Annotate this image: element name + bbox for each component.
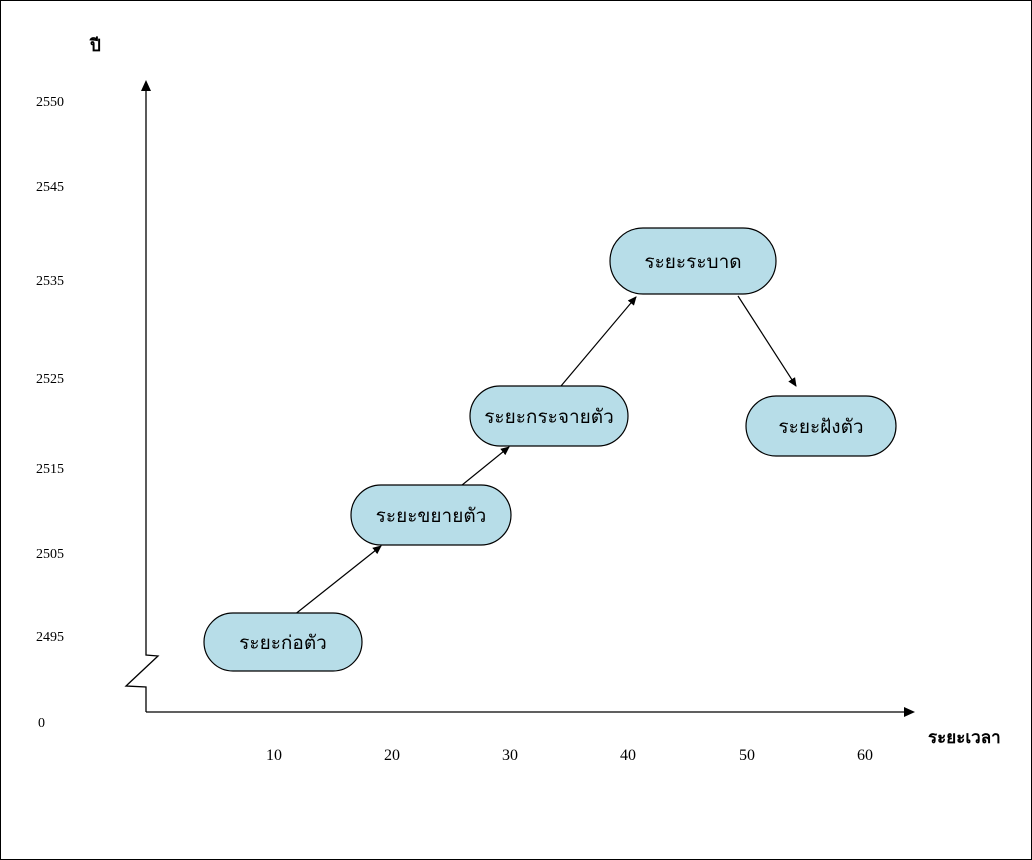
- x-axis-title: ระยะเวลา: [928, 728, 1001, 747]
- x-tick-label: 40: [620, 747, 636, 764]
- stage-node-expansion: ระยะขยายตัว: [350, 484, 512, 546]
- stage-label: ระยะกระจายตัว: [484, 407, 614, 428]
- stage-node-shape: [745, 395, 897, 457]
- y-tick-label: 2515: [36, 462, 64, 477]
- y-axis-line: [124, 88, 160, 712]
- y-tick-label: 2495: [36, 630, 64, 645]
- y-tick-label: 2545: [36, 180, 64, 195]
- stage-node-shape: [350, 484, 512, 546]
- stage-label: ระยะฝังตัว: [778, 417, 863, 438]
- stage-node-shape: [609, 227, 777, 295]
- y-axis-arrowhead: [141, 80, 151, 91]
- stage-label: ระยะระบาด: [644, 252, 741, 273]
- x-tick-label: 20: [384, 747, 400, 764]
- stage-label: ระยะขยายตัว: [376, 506, 487, 527]
- arrow-stage3-to-stage4: [560, 296, 637, 387]
- x-tick-label: 50: [739, 747, 755, 764]
- y-tick-label: 2525: [36, 372, 64, 387]
- y-axis-title: ปี: [89, 35, 101, 55]
- stage-node-shape: [469, 385, 629, 447]
- stage-node-embedding: ระยะฝังตัว: [745, 395, 897, 457]
- x-tick-label: 60: [857, 747, 873, 764]
- arrow-stage1-to-stage2: [283, 545, 382, 624]
- arrow-stage4-to-stage5: [737, 295, 797, 387]
- y-tick-label: 2505: [36, 547, 64, 562]
- y-tick-label: 2535: [36, 274, 64, 289]
- x-axis-arrowhead: [904, 707, 915, 717]
- y-tick-label: 0: [38, 716, 45, 731]
- stage-label: ระยะก่อตัว: [239, 633, 327, 654]
- stage-node-epidemic: ระยะระบาด: [609, 227, 777, 295]
- stage-node-distribution: ระยะกระจายตัว: [469, 385, 629, 447]
- stage-node-formation: ระยะก่อตัว: [203, 612, 363, 672]
- y-tick-label: 2550: [36, 95, 64, 110]
- stage-node-shape: [203, 612, 363, 672]
- x-tick-label: 10: [266, 747, 282, 764]
- x-tick-label: 30: [502, 747, 518, 764]
